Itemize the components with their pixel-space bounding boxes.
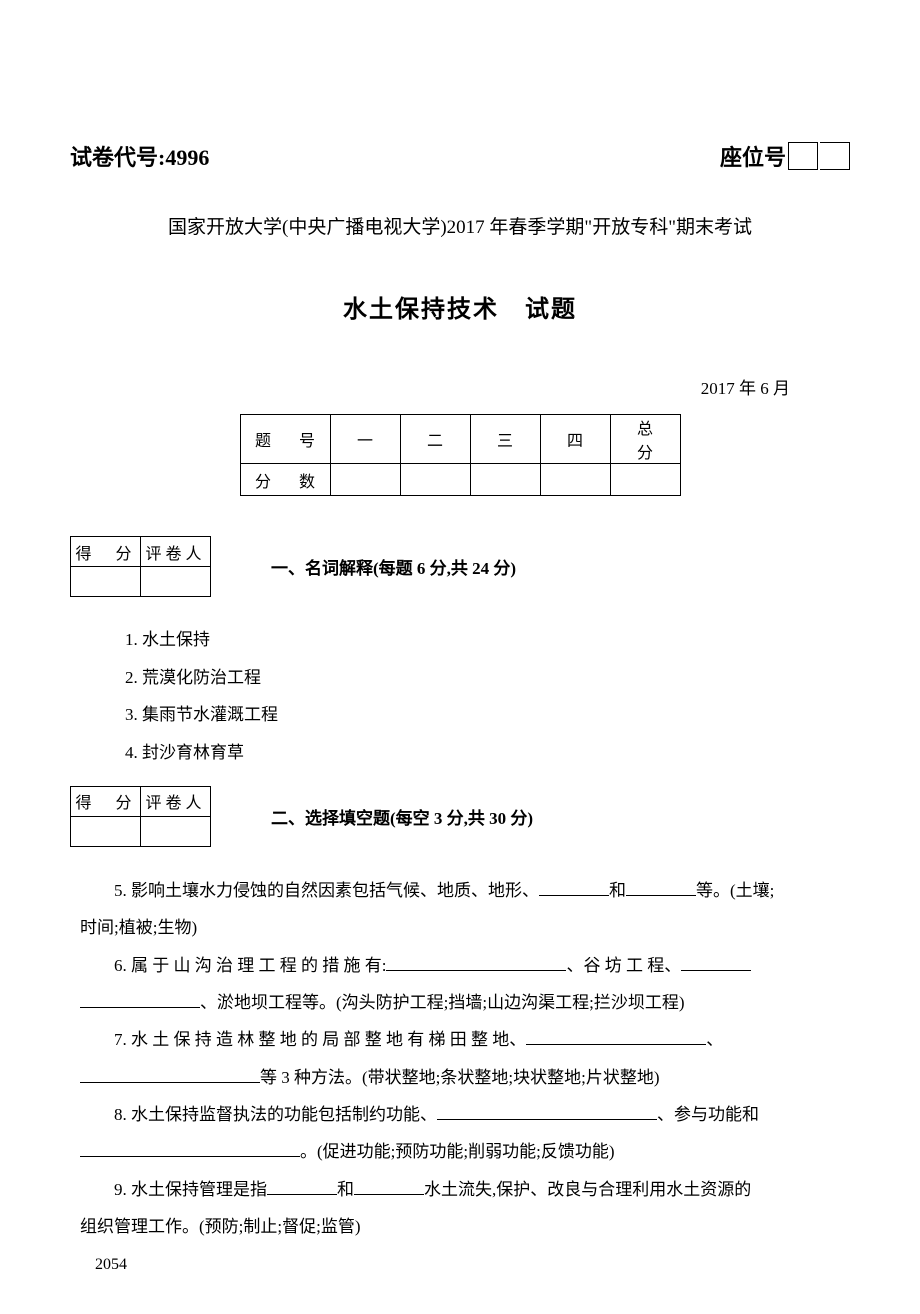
section-2-header: 得 分 评卷人 二、选择填空题(每空 3 分,共 30 分) [70,786,850,847]
page-number: 2054 [70,1256,850,1274]
grader-person-label: 评卷人 [141,786,211,816]
q7-line2-text: 等 3 种方法。(带状整地;条状整地;块状整地;片状整地) [260,1068,660,1087]
table-row [71,816,211,846]
q5-text-mid: 和 [609,881,626,900]
q9-text-pre: 9. 水土保持管理是指 [114,1180,267,1199]
grader-table-2: 得 分 评卷人 [70,786,211,847]
seat-box-2[interactable] [820,142,850,170]
question-5: 5. 影响土壤水力侵蚀的自然因素包括气候、地质、地形、 和 等。(土壤; [80,872,840,909]
question-5-line2: 时间;植被;生物) [80,909,840,946]
q7-text-mid: 、 [706,1030,723,1049]
question-9: 9. 水土保持管理是指 和 水土流失,保护、改良与合理利用水土资源的 [80,1171,840,1208]
section-1-questions: 1. 水土保持 2. 荒漠化防治工程 3. 集雨节水灌溉工程 4. 封沙育林育草 [70,622,850,771]
exam-code-value: 4996 [165,145,209,170]
question-4: 4. 封沙育林育草 [125,735,850,771]
question-1: 1. 水土保持 [125,622,850,658]
q5-text-post: 等。(土壤; [696,881,774,900]
blank-input[interactable] [354,1177,424,1195]
table-row: 得 分 评卷人 [71,786,211,816]
grader-score-cell[interactable] [71,816,141,846]
exam-title: 水土保持技术 试题 [70,289,850,324]
blank-input[interactable] [80,990,200,1008]
blank-input[interactable] [539,878,609,896]
q6-line2-text: 、淤地坝工程等。(沟头防护工程;挡墙;山边沟渠工程;拦沙坝工程) [200,993,685,1012]
q8-line2-text: 。(促进功能;预防功能;削弱功能;反馈功能) [300,1142,615,1161]
blank-input[interactable] [526,1027,706,1045]
table-row: 得 分 评卷人 [71,537,211,567]
col-total: 总 分 [610,415,680,464]
question-8: 8. 水土保持监督执法的功能包括制约功能、 、参与功能和 [80,1096,840,1133]
question-6-line2: 、淤地坝工程等。(沟头防护工程;挡墙;山边沟渠工程;拦沙坝工程) [80,984,840,1021]
q8-text-post: 、参与功能和 [657,1105,759,1124]
exam-code-label: 试卷代号: [70,145,165,170]
col-2: 二 [400,415,470,464]
exam-page: 试卷代号:4996 座位号 国家开放大学(中央广播电视大学)2017 年春季学期… [0,0,920,1314]
seat-box-1[interactable] [788,142,818,170]
grader-person-cell[interactable] [141,816,211,846]
blank-input[interactable] [267,1177,337,1195]
table-row: 分 数 [240,464,680,496]
q8-text-pre: 8. 水土保持监督执法的功能包括制约功能、 [114,1105,437,1124]
q9-text-post: 水土流失,保护、改良与合理利用水土资源的 [424,1180,751,1199]
question-6: 6. 属 于 山 沟 治 理 工 程 的 措 施 有: 、谷 坊 工 程、 [80,947,840,984]
grader-person-cell[interactable] [141,567,211,597]
exam-code: 试卷代号:4996 [70,140,209,172]
score-label: 分 数 [240,464,330,496]
q9-text-mid: 和 [337,1180,354,1199]
blank-input[interactable] [437,1102,657,1120]
q5-text-pre: 5. 影响土壤水力侵蚀的自然因素包括气候、地质、地形、 [114,881,539,900]
grader-score-label: 得 分 [71,537,141,567]
grader-person-label: 评卷人 [141,537,211,567]
col-3: 三 [470,415,540,464]
blank-input[interactable] [681,953,751,971]
header-row: 试卷代号:4996 座位号 [70,140,850,172]
seat-label: 座位号 [720,140,786,172]
row-label: 题 号 [240,415,330,464]
blank-input[interactable] [626,878,696,896]
question-9-line2: 组织管理工作。(预防;制止;督促;监管) [80,1208,840,1245]
table-row: 题 号 一 二 三 四 总 分 [240,415,680,464]
question-8-line2: 。(促进功能;预防功能;削弱功能;反馈功能) [80,1133,840,1170]
q6-text-pre: 6. 属 于 山 沟 治 理 工 程 的 措 施 有: [114,956,386,975]
blank-input[interactable] [386,953,566,971]
col-1: 一 [330,415,400,464]
q7-text-pre: 7. 水 土 保 持 造 林 整 地 的 局 部 整 地 有 梯 田 整 地、 [114,1030,526,1049]
question-2: 2. 荒漠化防治工程 [125,660,850,696]
seat-section: 座位号 [720,140,850,172]
section-1-title: 一、名词解释(每题 6 分,共 24 分) [271,554,516,579]
grader-score-label: 得 分 [71,786,141,816]
question-7: 7. 水 土 保 持 造 林 整 地 的 局 部 整 地 有 梯 田 整 地、 、 [80,1021,840,1058]
score-cell-3[interactable] [470,464,540,496]
university-line: 国家开放大学(中央广播电视大学)2017 年春季学期"开放专科"期末考试 [70,212,850,239]
question-3: 3. 集雨节水灌溉工程 [125,697,850,733]
question-7-line2: 等 3 种方法。(带状整地;条状整地;块状整地;片状整地) [80,1059,840,1096]
table-row [71,567,211,597]
score-cell-2[interactable] [400,464,470,496]
col-4: 四 [540,415,610,464]
score-cell-total[interactable] [610,464,680,496]
section-2-title: 二、选择填空题(每空 3 分,共 30 分) [271,804,533,829]
blank-input[interactable] [80,1139,300,1157]
q6-text-mid: 、谷 坊 工 程、 [566,956,681,975]
exam-date: 2017 年 6 月 [70,374,850,399]
grader-score-cell[interactable] [71,567,141,597]
score-cell-4[interactable] [540,464,610,496]
grader-table-1: 得 分 评卷人 [70,536,211,597]
section-2-questions: 5. 影响土壤水力侵蚀的自然因素包括气候、地质、地形、和等。(土壤; 时间;植被… [70,872,850,1246]
score-cell-1[interactable] [330,464,400,496]
blank-input[interactable] [80,1065,260,1083]
section-1-header: 得 分 评卷人 一、名词解释(每题 6 分,共 24 分) [70,536,850,597]
score-summary-table: 题 号 一 二 三 四 总 分 分 数 [240,414,681,496]
